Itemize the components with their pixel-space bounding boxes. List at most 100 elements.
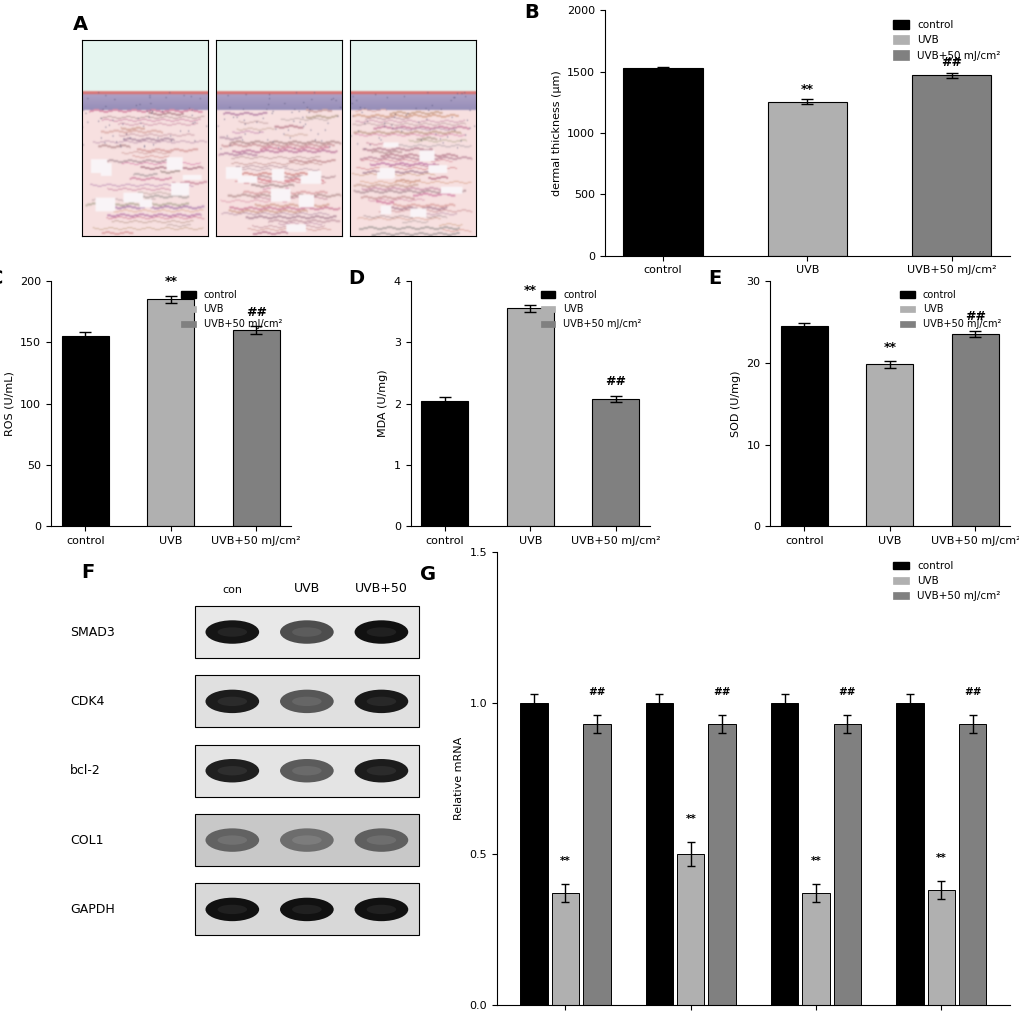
Bar	[833, 724, 860, 1005]
Text: COL1: COL1	[70, 833, 103, 847]
Text: bcl-2: bcl-2	[70, 764, 101, 777]
Text: CDK4: CDK4	[70, 695, 104, 707]
Ellipse shape	[205, 689, 259, 714]
Bar	[865, 364, 913, 527]
Bar	[677, 854, 704, 1005]
Bar	[926, 890, 954, 1005]
Bar	[707, 724, 735, 1005]
Bar	[911, 75, 990, 256]
Bar	[147, 299, 195, 527]
Bar	[802, 893, 829, 1005]
Bar	[623, 68, 702, 256]
Legend: control, UVB, UVB+50 mJ/cm²: control, UVB, UVB+50 mJ/cm²	[888, 557, 1004, 606]
FancyBboxPatch shape	[195, 814, 418, 866]
Ellipse shape	[205, 897, 259, 922]
Ellipse shape	[205, 828, 259, 852]
FancyBboxPatch shape	[195, 675, 418, 728]
Bar	[645, 702, 673, 1005]
Y-axis label: Relative mRNA: Relative mRNA	[453, 737, 464, 820]
Bar	[958, 724, 985, 1005]
Ellipse shape	[366, 696, 395, 706]
Text: SMAD3: SMAD3	[70, 625, 114, 638]
Ellipse shape	[217, 766, 247, 775]
Y-axis label: dermal thickness (μm): dermal thickness (μm)	[551, 70, 561, 196]
Text: ##: ##	[963, 686, 980, 696]
Bar	[506, 309, 553, 527]
Text: ##: ##	[246, 306, 267, 319]
Ellipse shape	[217, 835, 247, 844]
Text: **: **	[685, 814, 695, 823]
Bar	[421, 401, 468, 527]
FancyBboxPatch shape	[195, 745, 418, 797]
Ellipse shape	[291, 627, 321, 636]
Text: GAPDH: GAPDH	[70, 903, 114, 916]
Bar	[781, 326, 827, 527]
Y-axis label: MDA (U/mg): MDA (U/mg)	[378, 369, 388, 437]
Text: UVB+50: UVB+50	[355, 582, 408, 595]
Text: ##: ##	[941, 56, 961, 69]
Bar	[896, 702, 923, 1005]
Y-axis label: SOD (U/mg): SOD (U/mg)	[730, 370, 740, 436]
Bar	[520, 702, 547, 1005]
Y-axis label: ROS (U/mL): ROS (U/mL)	[5, 371, 14, 436]
Text: **: **	[164, 275, 177, 288]
Text: D: D	[347, 269, 364, 287]
Text: **: **	[559, 856, 571, 866]
Ellipse shape	[280, 689, 333, 714]
Ellipse shape	[291, 766, 321, 775]
Ellipse shape	[291, 835, 321, 844]
Ellipse shape	[291, 904, 321, 915]
Text: **: **	[800, 82, 813, 95]
Ellipse shape	[280, 828, 333, 852]
Text: ##: ##	[587, 686, 605, 696]
Text: C: C	[0, 269, 3, 287]
Ellipse shape	[280, 897, 333, 922]
Text: F: F	[82, 563, 95, 582]
FancyBboxPatch shape	[195, 883, 418, 936]
Ellipse shape	[291, 696, 321, 706]
Legend: control, UVB, UVB+50 mJ/cm²: control, UVB, UVB+50 mJ/cm²	[536, 285, 645, 333]
Ellipse shape	[217, 696, 247, 706]
Text: B: B	[524, 3, 538, 21]
Text: ##: ##	[712, 686, 730, 696]
Text: **: **	[810, 856, 820, 866]
Text: ##: ##	[838, 686, 855, 696]
Ellipse shape	[205, 620, 259, 644]
Text: A: A	[73, 15, 89, 35]
Ellipse shape	[217, 904, 247, 915]
Bar	[767, 102, 846, 256]
Ellipse shape	[217, 627, 247, 636]
Text: **: **	[524, 284, 536, 297]
Bar	[551, 893, 579, 1005]
Ellipse shape	[355, 689, 408, 714]
Ellipse shape	[355, 620, 408, 644]
Text: ##: ##	[604, 376, 626, 389]
Bar	[951, 334, 998, 527]
Ellipse shape	[280, 620, 333, 644]
Ellipse shape	[205, 759, 259, 783]
Ellipse shape	[355, 897, 408, 922]
Ellipse shape	[366, 766, 395, 775]
Text: ##: ##	[964, 311, 985, 324]
Legend: control, UVB, UVB+50 mJ/cm²: control, UVB, UVB+50 mJ/cm²	[177, 285, 285, 333]
Bar	[582, 724, 610, 1005]
Text: **: **	[935, 853, 946, 863]
Ellipse shape	[355, 828, 408, 852]
Ellipse shape	[366, 627, 395, 636]
Bar	[770, 702, 798, 1005]
Text: G: G	[420, 565, 436, 585]
Ellipse shape	[355, 759, 408, 783]
Text: UVB: UVB	[293, 582, 320, 595]
Bar	[232, 330, 279, 527]
Bar	[592, 399, 639, 527]
Text: E: E	[707, 269, 720, 287]
FancyBboxPatch shape	[195, 606, 418, 658]
Ellipse shape	[366, 904, 395, 915]
Ellipse shape	[280, 759, 333, 783]
Bar	[62, 336, 109, 527]
Legend: control, UVB, UVB+50 mJ/cm²: control, UVB, UVB+50 mJ/cm²	[888, 15, 1004, 65]
Text: **: **	[882, 341, 896, 353]
Ellipse shape	[366, 835, 395, 844]
Legend: control, UVB, UVB+50 mJ/cm²: control, UVB, UVB+50 mJ/cm²	[896, 285, 1004, 333]
Text: con: con	[222, 585, 243, 595]
